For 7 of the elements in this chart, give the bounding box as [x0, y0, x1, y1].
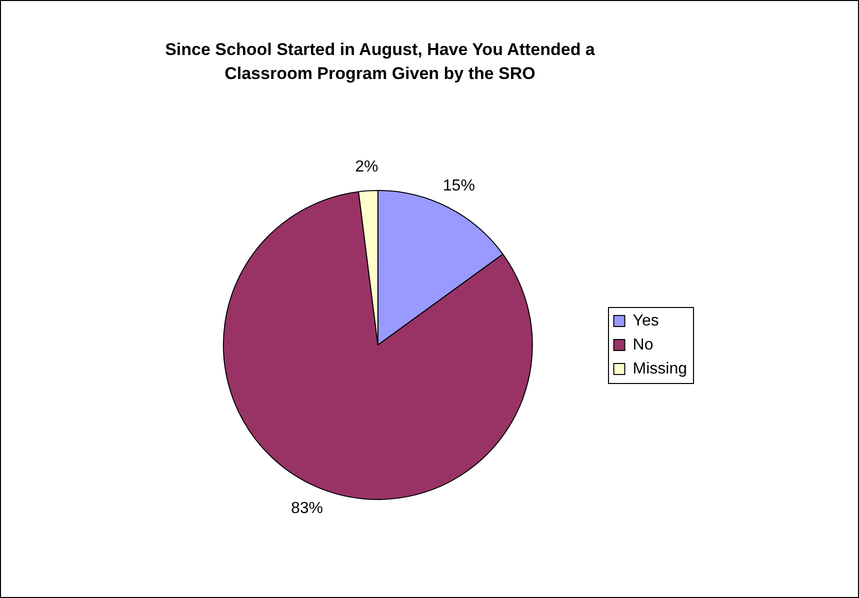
- legend-label: Missing: [632, 360, 687, 378]
- data-label: 83%: [290, 500, 324, 518]
- legend-label: No: [632, 336, 654, 354]
- data-label: 2%: [355, 158, 378, 176]
- legend-label: Yes: [632, 312, 659, 330]
- chart-title: Since School Started in August, Have You Attended a Classroom Program Given by the SRO: [164, 39, 596, 85]
- data-label: 15%: [442, 177, 475, 194]
